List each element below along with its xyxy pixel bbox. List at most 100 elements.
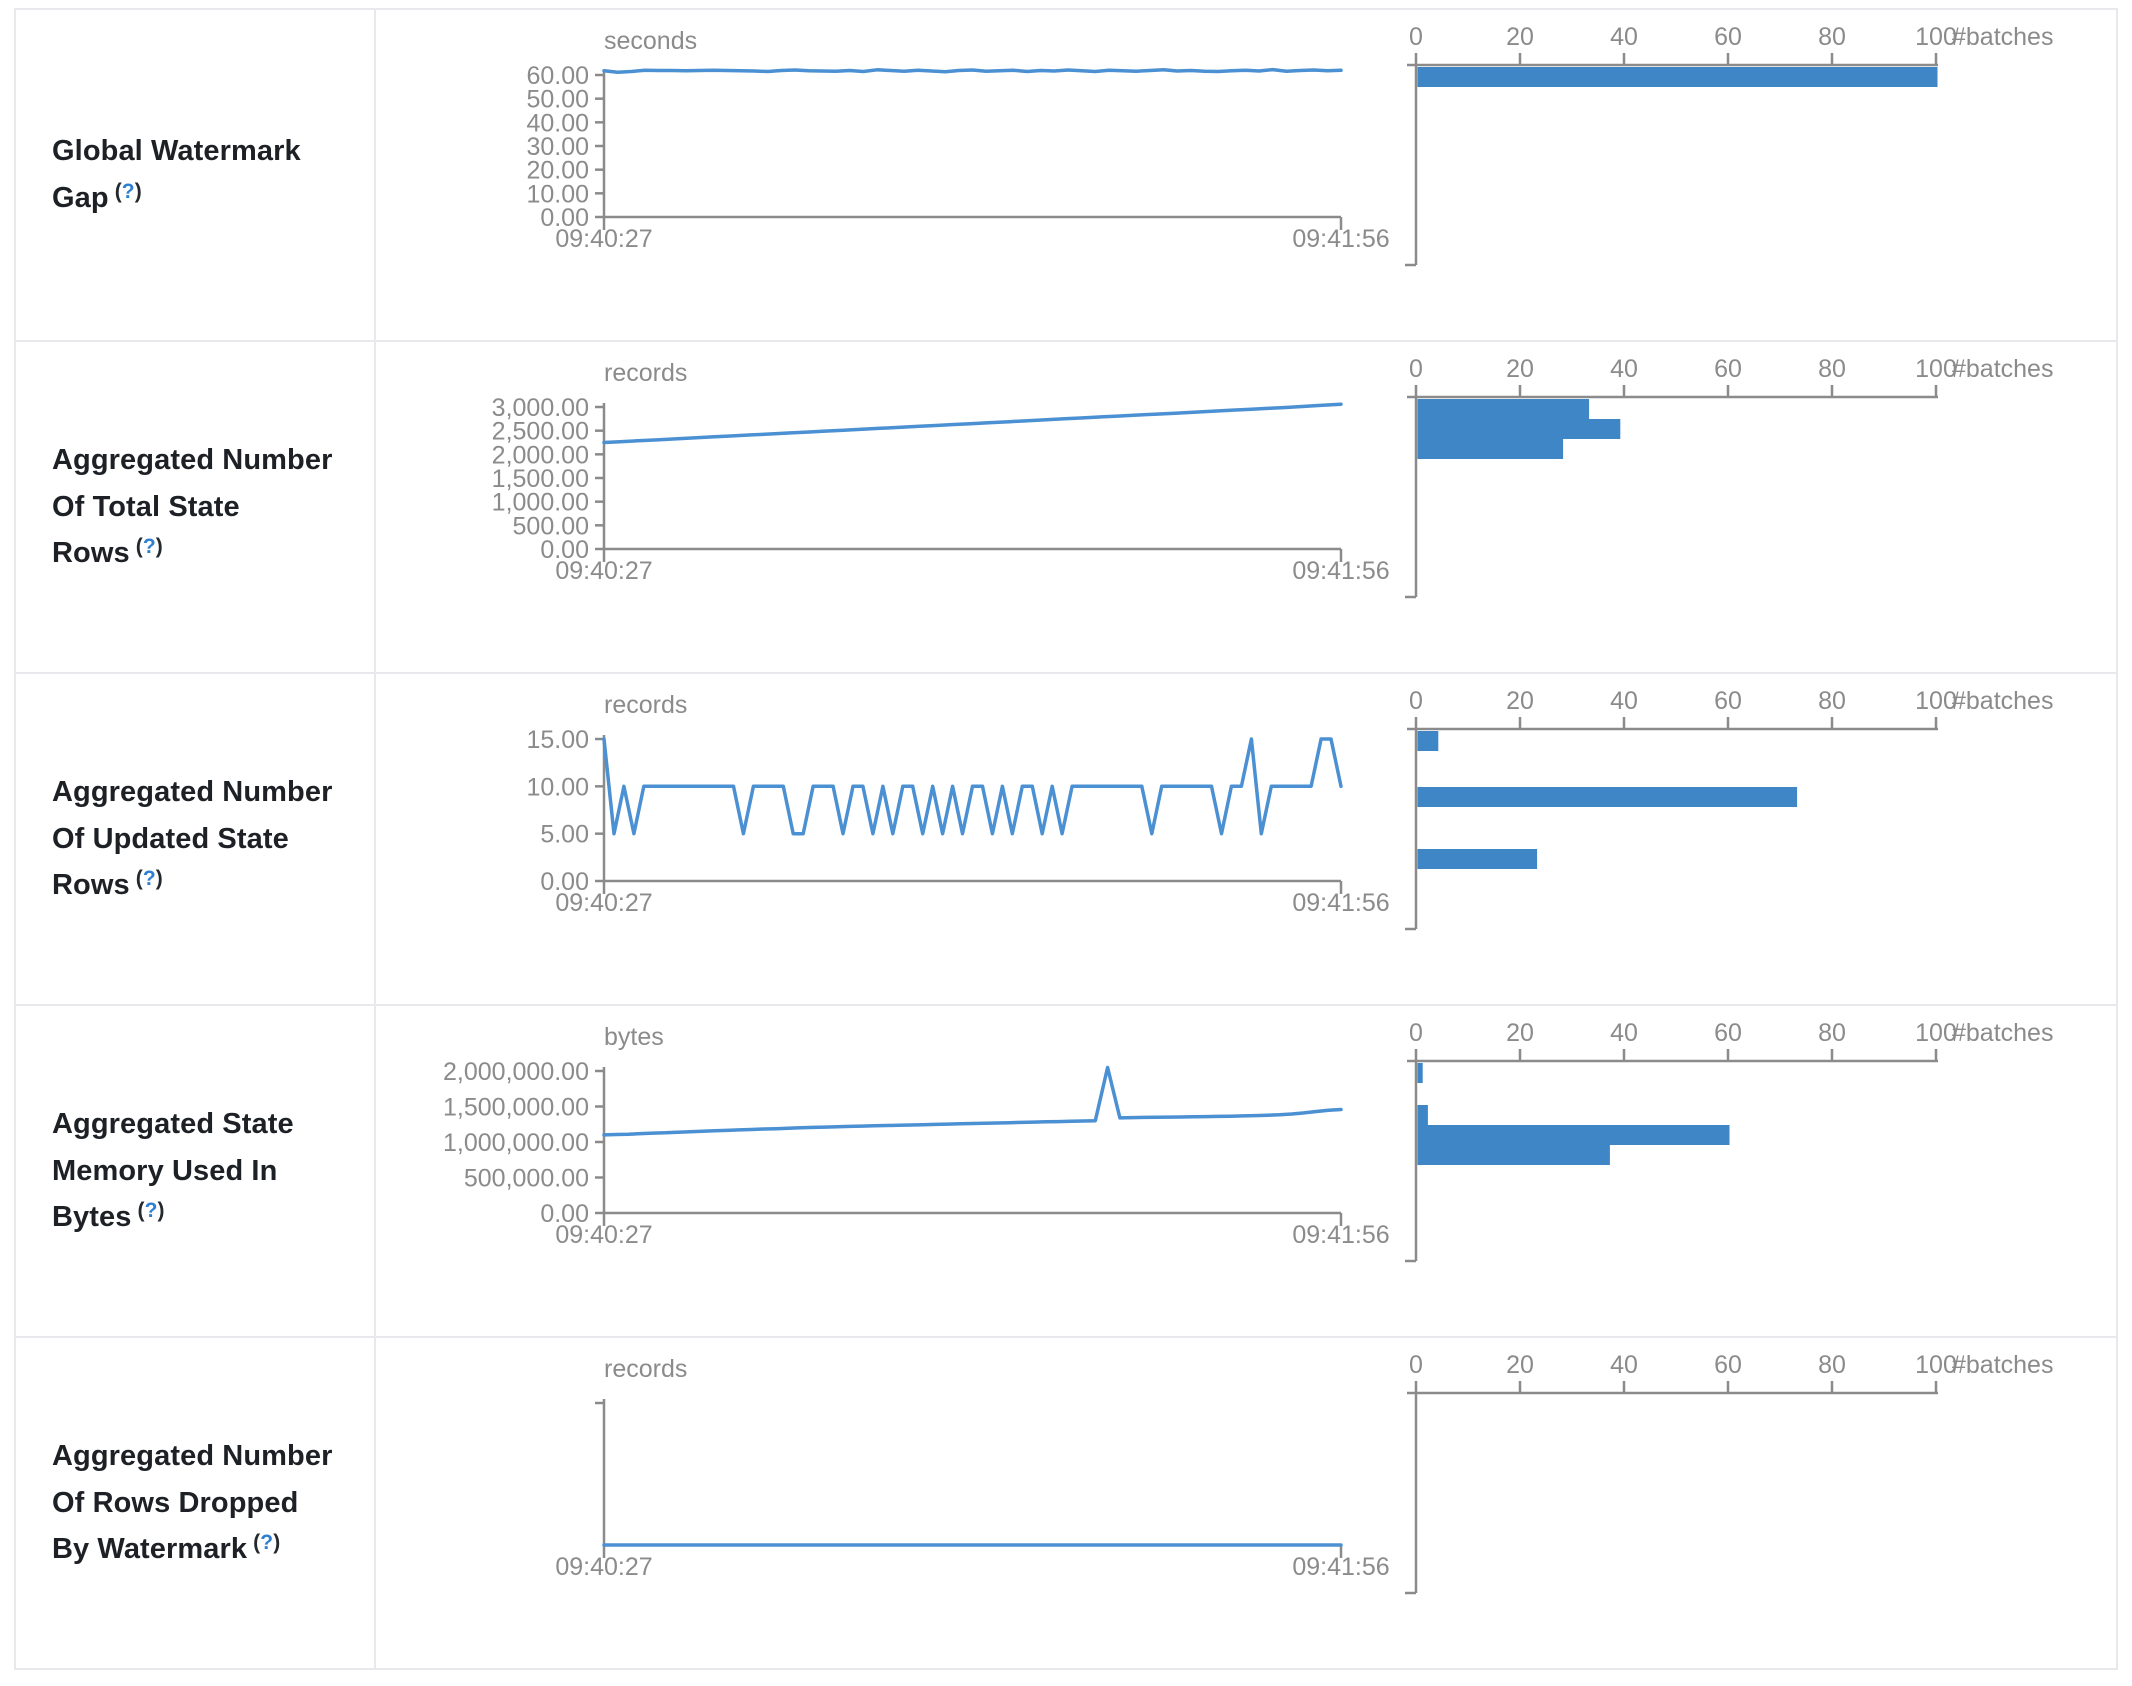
y-tick-label: 5.00 bbox=[540, 820, 589, 848]
batch-tick-label: 40 bbox=[1610, 23, 1638, 51]
y-tick-label: 0.00 bbox=[540, 536, 589, 564]
time-start-label: 09:40:27 bbox=[555, 889, 652, 917]
batch-tick-label: 20 bbox=[1506, 1019, 1534, 1047]
batch-tick-label: 80 bbox=[1818, 355, 1846, 383]
time-end-label: 09:41:56 bbox=[1292, 225, 1389, 253]
help-tooltip-link[interactable]: (?) bbox=[253, 1531, 281, 1555]
y-tick-label: 60.00 bbox=[526, 62, 589, 90]
histogram-bar bbox=[1417, 1124, 1730, 1145]
batches-unit-label: #batches bbox=[1952, 687, 2053, 715]
y-tick-label: 1,500,000.00 bbox=[443, 1093, 589, 1121]
y-tick-label: 50.00 bbox=[526, 85, 589, 113]
batch-tick-label: 60 bbox=[1714, 1351, 1742, 1379]
help-tooltip-link[interactable]: (?) bbox=[135, 535, 163, 559]
help-tooltip-link[interactable]: (?) bbox=[137, 1199, 165, 1223]
unit-label: seconds bbox=[604, 27, 697, 55]
batch-tick-label: 60 bbox=[1714, 23, 1742, 51]
batch-tick-label: 80 bbox=[1818, 1351, 1846, 1379]
timeline-series-line bbox=[602, 1065, 1343, 1137]
y-tick-label: 10.00 bbox=[526, 773, 589, 801]
batch-tick-label: 40 bbox=[1610, 355, 1638, 383]
histogram-bar bbox=[1417, 1104, 1428, 1125]
histogram-chart: 0 20 40 60 80 100 #batches bbox=[1386, 1006, 2116, 1336]
help-tooltip-link[interactable]: (?) bbox=[135, 867, 163, 891]
question-mark-icon: ? bbox=[260, 1531, 274, 1555]
timeline-chart: seconds 60.00 50.00 40.00 30.00 20.00 10.00 0.0… bbox=[376, 10, 1389, 340]
batch-tick-label: 80 bbox=[1818, 687, 1846, 715]
timeline-chart: records 3,000.00 2,500.00 2,000.00 1,500.00 1… bbox=[376, 342, 1390, 672]
batch-tick-label: 60 bbox=[1714, 687, 1742, 715]
metric-label-cell: Global Watermark Gap (?) bbox=[16, 10, 376, 340]
metric-label-cell: Aggregated Number Of Total State Rows (?) bbox=[16, 342, 376, 672]
unit-label: records bbox=[604, 1355, 687, 1383]
y-tick-label: 500.00 bbox=[513, 512, 589, 540]
time-end-label: 09:41:56 bbox=[1292, 1553, 1389, 1581]
batch-tick-label: 80 bbox=[1818, 23, 1846, 51]
histogram-bar bbox=[1417, 1144, 1610, 1165]
batches-unit-label: #batches bbox=[1952, 1019, 2053, 1047]
question-mark-icon: ? bbox=[142, 535, 156, 559]
question-mark-icon: ? bbox=[144, 1199, 158, 1223]
metric-label-cell: Aggregated Number Of Updated State Rows(… bbox=[16, 674, 376, 1004]
batch-tick-label: 40 bbox=[1610, 1351, 1638, 1379]
time-end-label: 09:41:56 bbox=[1292, 1221, 1389, 1249]
streaming-statistics-table: Global Watermark Gap (?) seconds 60.00 50.0… bbox=[14, 8, 2118, 1670]
y-tick-label: 2,000.00 bbox=[492, 441, 589, 469]
batch-tick-label: 0 bbox=[1409, 687, 1423, 715]
histogram-bar bbox=[1417, 786, 1798, 807]
batches-unit-label: #batches bbox=[1952, 355, 2053, 383]
metric-row-rows-dropped-by-watermark: Aggregated Number Of Rows Dropped By Wat… bbox=[16, 1336, 2116, 1668]
y-tick-label: 40.00 bbox=[526, 109, 589, 137]
batch-tick-label: 0 bbox=[1409, 23, 1423, 51]
histogram-bar bbox=[1417, 418, 1621, 439]
batch-tick-label: 40 bbox=[1610, 1019, 1638, 1047]
y-tick-label: 1,000,000.00 bbox=[443, 1129, 589, 1157]
y-tick-label: 1,500.00 bbox=[492, 465, 589, 493]
time-start-label: 09:40:27 bbox=[555, 557, 652, 585]
y-tick-label: 20.00 bbox=[526, 156, 589, 184]
timeline-series-line bbox=[602, 67, 1343, 74]
y-tick-label: 2,500.00 bbox=[492, 417, 589, 445]
timeline-chart: records 09:40:27 09:41:56 bbox=[376, 1338, 1389, 1668]
histogram-bar bbox=[1417, 66, 1938, 87]
batch-tick-label: 0 bbox=[1409, 1351, 1423, 1379]
histogram-bar bbox=[1417, 438, 1564, 459]
metric-label: Global Watermark Gap (?) bbox=[52, 135, 301, 214]
batch-tick-label: 100 bbox=[1915, 1019, 1957, 1047]
batch-tick-label: 20 bbox=[1506, 1351, 1534, 1379]
batches-unit-label: #batches bbox=[1952, 23, 2053, 51]
metric-row-global-watermark-gap: Global Watermark Gap (?) seconds 60.00 50.0… bbox=[16, 10, 2116, 340]
metric-row-total-state-rows: Aggregated Number Of Total State Rows (?)… bbox=[16, 340, 2116, 672]
y-tick-label: 500,000.00 bbox=[464, 1164, 589, 1192]
time-end-label: 09:41:56 bbox=[1292, 889, 1389, 917]
y-tick-label: 15.00 bbox=[526, 726, 589, 754]
histogram-chart: 0 20 40 60 80 100 #batches bbox=[1386, 342, 2116, 672]
histogram-bar bbox=[1417, 848, 1538, 869]
batch-tick-label: 20 bbox=[1506, 23, 1534, 51]
metric-label: Aggregated State Memory Used In Bytes (?) bbox=[52, 1107, 294, 1234]
histogram-bar bbox=[1417, 398, 1590, 419]
help-tooltip-link[interactable]: (?) bbox=[114, 180, 142, 203]
unit-label: records bbox=[604, 691, 687, 719]
batch-tick-label: 100 bbox=[1915, 355, 1957, 383]
y-tick-label: 0.00 bbox=[540, 204, 589, 232]
y-tick-label: 3,000.00 bbox=[492, 394, 589, 422]
y-tick-label: 2,000,000.00 bbox=[443, 1058, 589, 1086]
batches-unit-label: #batches bbox=[1952, 1351, 2053, 1379]
batch-tick-label: 60 bbox=[1714, 355, 1742, 383]
question-mark-icon: ? bbox=[142, 867, 156, 891]
time-end-label: 09:41:56 bbox=[1292, 557, 1389, 585]
timeline-series-line bbox=[602, 736, 1343, 835]
unit-label: records bbox=[604, 359, 687, 387]
batch-tick-label: 100 bbox=[1915, 23, 1957, 51]
timeline-chart: records 15.00 10.00 5.00 0.00 09:40:27 09:41:5… bbox=[376, 674, 1389, 1004]
y-tick-label: 30.00 bbox=[526, 133, 589, 161]
batch-tick-label: 0 bbox=[1409, 355, 1423, 383]
metric-label-cell: Aggregated State Memory Used In Bytes (?) bbox=[16, 1006, 376, 1336]
y-tick-label: 0.00 bbox=[540, 868, 589, 896]
batch-tick-label: 40 bbox=[1610, 687, 1638, 715]
histogram-chart: 0 20 40 60 80 100 #batches bbox=[1386, 10, 2116, 340]
metric-label: Aggregated Number Of Rows Dropped By Wat… bbox=[52, 1439, 333, 1566]
metric-row-updated-state-rows: Aggregated Number Of Updated State Rows(… bbox=[16, 672, 2116, 1004]
y-tick-label: 10.00 bbox=[526, 180, 589, 208]
